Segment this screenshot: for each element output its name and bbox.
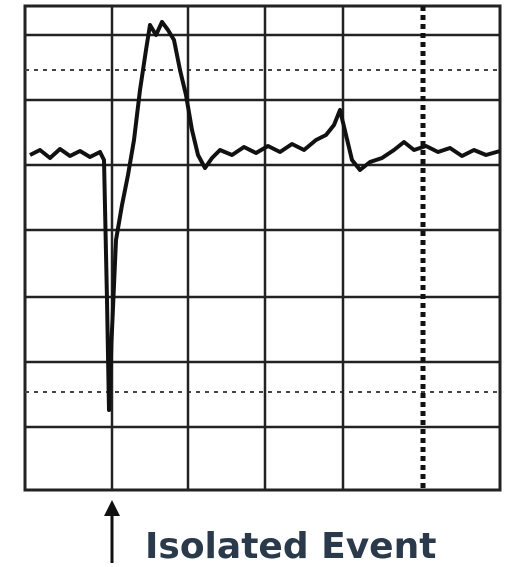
scope-frame [25, 6, 500, 490]
scope-grid [25, 6, 500, 490]
annotation-label: Isolated Event [145, 526, 436, 567]
scope-screenshot: Isolated Event [0, 0, 505, 567]
arrow-head [104, 500, 120, 516]
page: {"annotation": {"label": "Isolated Event… [0, 0, 505, 567]
